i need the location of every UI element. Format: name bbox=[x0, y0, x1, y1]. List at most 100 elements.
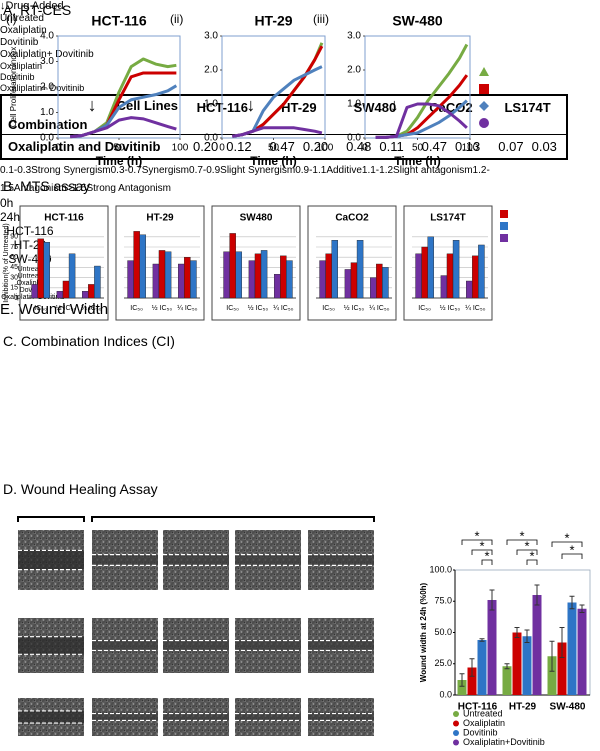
x-tick-label: IC₅₀ bbox=[322, 305, 335, 312]
y-tick-label: 15 bbox=[10, 285, 18, 292]
bar bbox=[477, 640, 487, 695]
bar bbox=[331, 239, 338, 299]
legend-label: Dovitinib bbox=[0, 37, 39, 48]
y-tick-label: 2.0 bbox=[347, 65, 361, 76]
bar bbox=[567, 602, 577, 695]
error-bar bbox=[489, 589, 495, 611]
bar bbox=[254, 253, 262, 299]
error-bar bbox=[459, 673, 465, 687]
x-tick-label: 100 bbox=[462, 143, 479, 154]
ci-cell: 0.07 0.03 bbox=[489, 135, 567, 160]
bar bbox=[382, 267, 389, 299]
ci-value: 0.47 bbox=[421, 139, 447, 154]
bar bbox=[502, 666, 512, 695]
legend-label: Untreated bbox=[0, 13, 44, 24]
x-tick-label: 100 bbox=[172, 143, 189, 154]
panel-title: B. MTS assay bbox=[3, 178, 91, 194]
wound-gap bbox=[163, 554, 229, 566]
bar bbox=[370, 277, 377, 299]
legend-label: Oxaliplatin+Dovitinib bbox=[463, 737, 545, 747]
ci-range: 1.2-1.5 bbox=[0, 165, 490, 194]
bar bbox=[82, 291, 89, 299]
legend-marker bbox=[500, 222, 508, 230]
error-bar bbox=[469, 658, 475, 677]
panel-number: (iii) bbox=[313, 12, 329, 26]
y-tick-label: 0.0 bbox=[347, 133, 361, 144]
bar bbox=[184, 257, 191, 299]
error-bar bbox=[524, 629, 530, 643]
bar bbox=[467, 667, 477, 695]
bar bbox=[487, 600, 497, 695]
ci-meaning: Slight Synergism bbox=[220, 165, 296, 176]
significance-star: * bbox=[564, 530, 569, 545]
y-tick-label: 45 bbox=[10, 264, 18, 271]
chart-title: LS174T bbox=[430, 213, 466, 224]
drug-added-arrow: ↓ bbox=[390, 95, 399, 115]
bar bbox=[452, 239, 460, 299]
column-label: Untreated bbox=[0, 273, 66, 280]
wound-gap bbox=[163, 713, 229, 721]
legend-title: ↓Drug Added bbox=[0, 0, 64, 12]
x-axis-label: Time (h) bbox=[96, 154, 142, 168]
series-line bbox=[375, 102, 468, 139]
ci-range: 1.1-1.2 bbox=[361, 165, 394, 176]
ci-meaning: Additive bbox=[326, 165, 362, 176]
x-tick-label: 0 bbox=[219, 143, 225, 154]
x-tick-label: ¼ IC₅₀ bbox=[369, 305, 390, 312]
ci-value: 0.20 bbox=[302, 139, 329, 154]
x-tick-label: ½ IC₅₀ bbox=[440, 304, 461, 312]
bar bbox=[532, 595, 542, 695]
bar bbox=[457, 680, 467, 695]
y-tick-label: 0.0 bbox=[40, 133, 54, 144]
bar bbox=[164, 251, 172, 299]
time-label: 24h bbox=[0, 210, 21, 224]
series-line bbox=[232, 45, 324, 138]
y-tick-label: 100.0 bbox=[429, 564, 452, 574]
significance-star: * bbox=[479, 538, 484, 553]
x-axis-label: Time (h) bbox=[394, 154, 440, 168]
wound-gap bbox=[235, 713, 301, 721]
legend-marker bbox=[479, 101, 489, 111]
header-combination: Combination bbox=[8, 117, 88, 132]
y-tick-label: 2.0 bbox=[204, 65, 218, 76]
chart-title: SW-480 bbox=[392, 13, 443, 29]
legend-label: Dovitinib bbox=[463, 727, 498, 737]
y-tick-label: 75 bbox=[10, 244, 18, 251]
significance-bracket bbox=[481, 559, 493, 565]
bar bbox=[446, 253, 454, 299]
ci-value: 0.13 bbox=[454, 139, 481, 154]
legend-marker bbox=[500, 210, 508, 218]
ci-meaning: Synergism bbox=[141, 165, 190, 176]
x-tick-label: HCT-116 bbox=[458, 702, 498, 713]
significance-star: * bbox=[519, 528, 524, 543]
wound-gap bbox=[235, 554, 301, 566]
drug-added-arrow: ↓ bbox=[246, 95, 255, 115]
x-tick-label: IC₅₀ bbox=[418, 305, 431, 312]
chart-title: HT-29 bbox=[146, 213, 174, 224]
legend-marker bbox=[479, 118, 489, 128]
time-label: 0h bbox=[0, 196, 14, 210]
y-tick-label: 1.0 bbox=[347, 99, 361, 110]
bar bbox=[356, 239, 364, 299]
ci-range: 0.7-0.9 bbox=[189, 165, 221, 176]
chart-frame bbox=[19, 205, 109, 321]
chart-title: HCT-116 bbox=[91, 13, 146, 29]
bar bbox=[223, 251, 230, 299]
legend-label: Oxaliplatin bbox=[0, 25, 47, 36]
y-tick-label: 3.0 bbox=[347, 31, 361, 42]
ci-value: 0.48 bbox=[346, 139, 372, 154]
column-header: HT-29 bbox=[281, 100, 317, 115]
bar bbox=[178, 263, 185, 299]
ci-value: 0.03 bbox=[531, 139, 557, 154]
legend-marker bbox=[500, 234, 508, 242]
bar bbox=[478, 244, 485, 299]
bar bbox=[158, 250, 166, 299]
x-tick-label: 50 bbox=[113, 143, 125, 154]
panel-title: A. RT-CES bbox=[3, 2, 72, 18]
ci-cell: 0.47 0.20 bbox=[261, 135, 338, 160]
y-tick-label: 1.0 bbox=[204, 99, 218, 110]
significance-bracket bbox=[471, 549, 493, 555]
table-row: Cell Lines Combination HCT-116 HT-29 SW480 Ca… bbox=[1, 95, 567, 135]
bar bbox=[325, 253, 332, 299]
